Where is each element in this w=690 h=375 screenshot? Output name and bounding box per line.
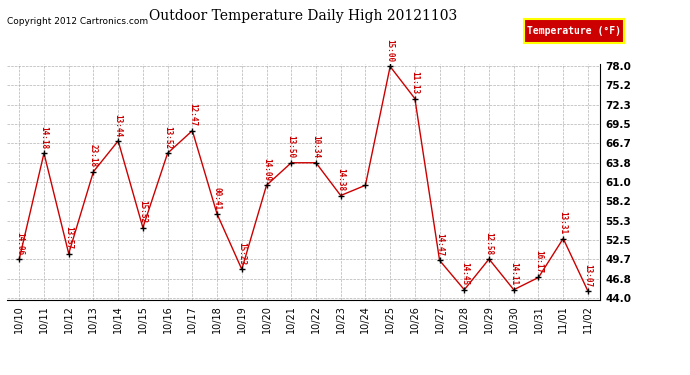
Text: 14:06: 14:06 bbox=[14, 232, 23, 255]
Text: 13:07: 13:07 bbox=[584, 264, 593, 287]
Text: 13:52: 13:52 bbox=[163, 126, 172, 149]
Text: Outdoor Temperature Daily High 20121103: Outdoor Temperature Daily High 20121103 bbox=[150, 9, 457, 23]
Text: 14:18: 14:18 bbox=[39, 126, 48, 149]
Text: 12:58: 12:58 bbox=[484, 232, 493, 255]
Text: 16:17: 16:17 bbox=[534, 250, 543, 273]
Text: 14:11: 14:11 bbox=[509, 262, 518, 286]
Text: 15:52: 15:52 bbox=[139, 200, 148, 223]
Text: 23:18: 23:18 bbox=[89, 144, 98, 168]
Text: 11:13: 11:13 bbox=[411, 71, 420, 94]
Text: 14:38: 14:38 bbox=[336, 168, 345, 191]
Text: 14:09: 14:09 bbox=[262, 158, 271, 181]
Text: Copyright 2012 Cartronics.com: Copyright 2012 Cartronics.com bbox=[7, 17, 148, 26]
Text: 13:57: 13:57 bbox=[64, 226, 73, 249]
Text: 13:44: 13:44 bbox=[114, 114, 123, 137]
Text: 15:00: 15:00 bbox=[386, 39, 395, 62]
Text: 14:47: 14:47 bbox=[435, 233, 444, 256]
Text: 15:23: 15:23 bbox=[237, 242, 246, 265]
Text: 13:50: 13:50 bbox=[287, 135, 296, 159]
Text: 10:34: 10:34 bbox=[311, 135, 320, 159]
Text: 14:45: 14:45 bbox=[460, 262, 469, 286]
Text: 13:31: 13:31 bbox=[559, 211, 568, 234]
Text: 00:41: 00:41 bbox=[213, 187, 221, 210]
Text: Temperature (°F): Temperature (°F) bbox=[527, 26, 622, 36]
Text: 12:47: 12:47 bbox=[188, 104, 197, 126]
